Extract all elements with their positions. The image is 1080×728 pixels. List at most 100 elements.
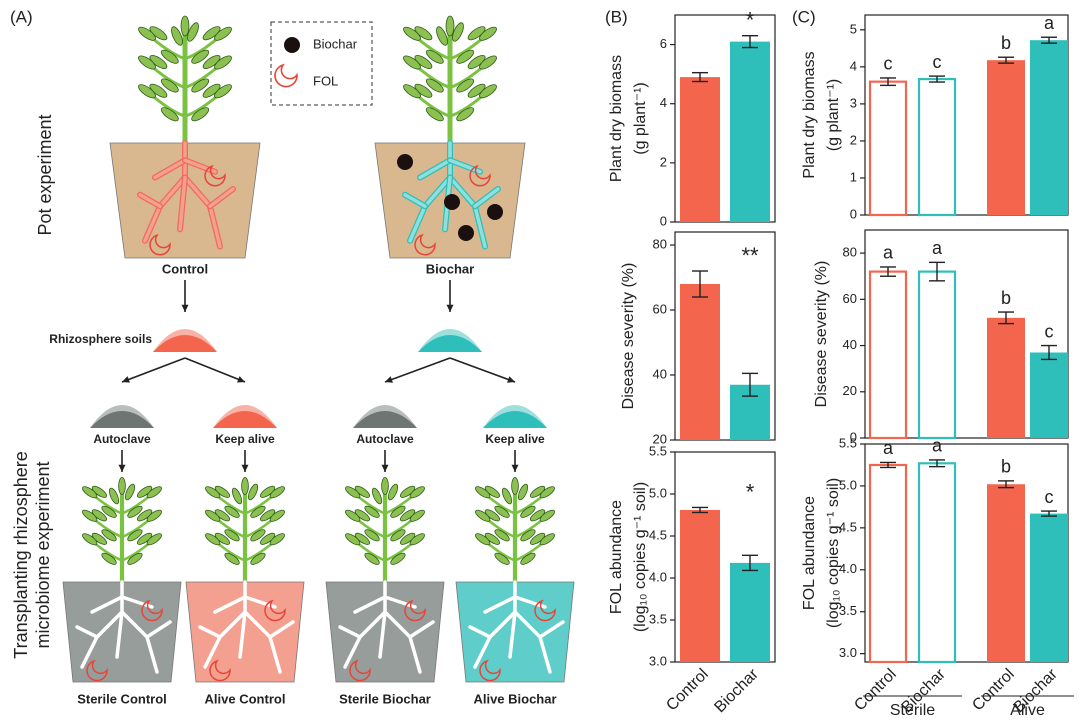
root (115, 610, 124, 659)
leaf (149, 54, 168, 70)
leaf (425, 49, 444, 64)
leaf (345, 533, 361, 546)
bar (1030, 40, 1068, 216)
root (473, 187, 500, 208)
leaf (171, 26, 183, 46)
leaf (364, 505, 380, 518)
root (468, 625, 492, 639)
group-label: Alive (1010, 702, 1045, 719)
plant (138, 15, 232, 145)
leaf (187, 22, 199, 42)
leaf (191, 78, 210, 93)
root (508, 610, 517, 659)
leaf (484, 485, 501, 498)
final-pot-label: Sterile Biochar (339, 691, 431, 706)
leaf (364, 552, 380, 565)
leaf (214, 26, 232, 41)
bar (680, 509, 720, 662)
pot-label: Control (162, 261, 208, 276)
root (90, 595, 124, 614)
leaf (452, 22, 464, 42)
root (403, 193, 427, 208)
arrow-head (237, 376, 245, 383)
arrow-head (381, 464, 389, 472)
leaf (381, 477, 389, 495)
leaf (136, 509, 153, 522)
y-tick-label: 4.5 (839, 519, 857, 534)
leaf (138, 84, 156, 99)
leaf (259, 532, 276, 545)
bar (917, 270, 957, 440)
leaf (127, 552, 143, 565)
bar (987, 484, 1025, 662)
root (198, 625, 222, 639)
root (75, 625, 99, 639)
leaf (202, 26, 221, 41)
leaf (390, 505, 406, 518)
leaf (387, 483, 399, 501)
panel-label: (C) (792, 7, 816, 26)
leaf (409, 509, 425, 522)
leaf (403, 26, 421, 41)
root (418, 158, 452, 180)
leaf (247, 483, 259, 501)
row-label: Transplanting rhizosphere (11, 451, 31, 658)
y-axis-label: Disease severity (%) (620, 263, 637, 410)
leaf (467, 83, 486, 98)
leaf (520, 552, 536, 565)
leaf (520, 505, 536, 518)
arrow (384, 357, 451, 383)
significance-letter: a (883, 438, 894, 458)
bar (680, 77, 720, 222)
y-tick-label: 3.0 (839, 645, 857, 660)
biochar-particle (397, 154, 413, 170)
leaf (241, 477, 249, 495)
leaf (269, 509, 285, 522)
plant (205, 477, 285, 584)
significance-letter: b (1001, 288, 1011, 308)
leaf (354, 532, 371, 545)
bar (868, 270, 908, 440)
fol (204, 164, 226, 187)
y-axis-label: (g plant⁻¹) (632, 82, 649, 154)
fol (141, 599, 163, 622)
bar (730, 562, 770, 662)
bar (987, 60, 1025, 216)
leaf (475, 509, 491, 522)
leaf (101, 552, 117, 565)
significance-letter: b (1001, 33, 1011, 53)
y-tick-label: 60 (843, 291, 857, 306)
leaf (539, 486, 555, 499)
y-tick-label: 20 (653, 431, 667, 446)
y-tick-label: 40 (843, 337, 857, 352)
soil-mound (90, 411, 154, 428)
leaf (250, 552, 266, 565)
leaf (484, 509, 501, 522)
leaf (146, 533, 162, 546)
fol (469, 164, 491, 187)
significance-letter: c (1045, 487, 1054, 507)
y-tick-label: 4 (660, 95, 667, 110)
leaf (494, 505, 510, 518)
significance-letter: b (1001, 457, 1011, 477)
leaf (259, 485, 276, 498)
leaf (409, 533, 425, 546)
leaf (479, 26, 497, 41)
y-tick-label: 6 (660, 36, 667, 51)
leaf (214, 84, 232, 99)
root (238, 610, 247, 659)
arrow-head (446, 304, 454, 312)
bar (917, 77, 957, 217)
leaf (345, 509, 361, 522)
y-axis-label: Plant dry biomass (608, 55, 625, 182)
group-label: Sterile (890, 702, 935, 719)
soil-label: Rhizosphere soils (49, 332, 152, 346)
leaf (399, 485, 416, 498)
leaf (414, 83, 433, 98)
bar (987, 317, 1025, 438)
y-tick-label: 4.0 (839, 561, 857, 576)
leaf (403, 55, 421, 70)
leaf (501, 487, 513, 505)
root (408, 620, 435, 639)
significance-mark: * (746, 479, 755, 504)
